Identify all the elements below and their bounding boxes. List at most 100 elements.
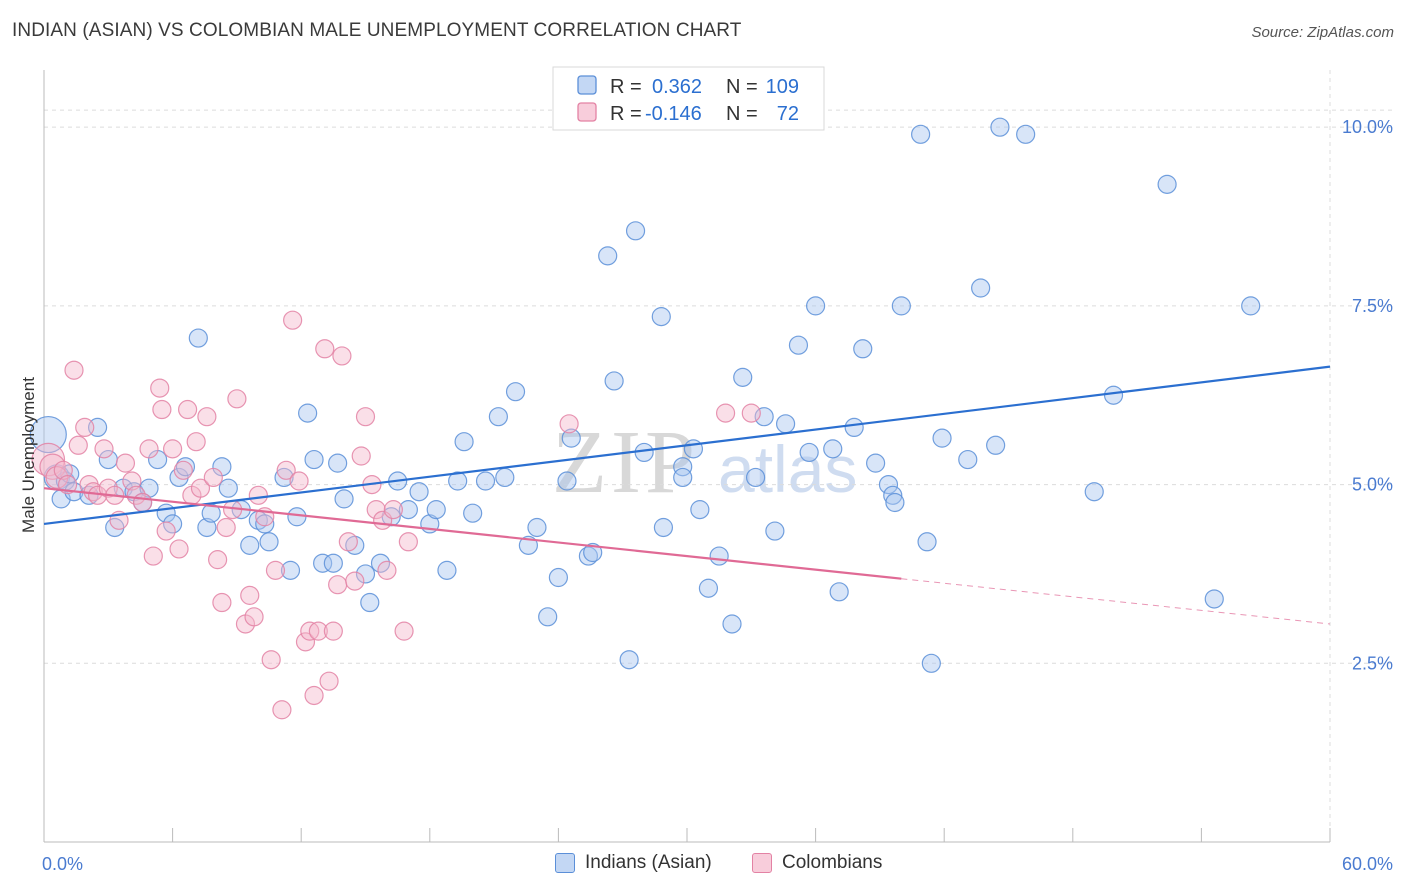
data-point: [319, 671, 339, 691]
trend-lines: [43, 365, 1331, 625]
data-point: [334, 489, 354, 509]
data-point: [619, 650, 639, 670]
legend-r-value-blue: 0.362: [652, 76, 702, 98]
legend-label-indians-asian: Indians (Asian): [585, 852, 712, 873]
legend-item-indians-asian: Indians (Asian): [555, 852, 712, 874]
axes: [43, 70, 1331, 843]
data-point: [475, 471, 496, 491]
data-point: [583, 542, 603, 563]
data-point: [527, 517, 547, 538]
data-point: [377, 560, 397, 580]
data-point: [328, 575, 348, 595]
data-point: [216, 517, 236, 538]
data-point: [921, 653, 941, 673]
data-point: [244, 607, 264, 627]
data-point: [625, 221, 646, 241]
data-point: [548, 567, 569, 588]
data-point: [561, 428, 581, 448]
data-point: [538, 607, 558, 627]
trend-line-indians-asian: [43, 365, 1331, 525]
trend-line-colombians-extension: [901, 578, 1331, 625]
data-point: [805, 296, 826, 316]
data-point: [765, 521, 785, 541]
data-point: [598, 246, 618, 266]
data-point: [338, 532, 358, 552]
data-point: [126, 485, 146, 505]
data-point: [634, 442, 654, 463]
data-point: [328, 453, 348, 473]
data-point: [355, 564, 376, 584]
data-point: [604, 371, 624, 391]
legend-swatch-blue: [577, 75, 597, 95]
data-point: [366, 500, 386, 520]
data-point: [911, 124, 931, 144]
data-point: [289, 471, 309, 491]
trend-line-colombians: [43, 487, 902, 580]
data-point: [673, 457, 693, 477]
data-point: [360, 592, 380, 613]
x-tick-label: 0.0%: [42, 854, 83, 874]
data-point: [1241, 296, 1261, 316]
data-point: [488, 407, 508, 427]
data-point: [313, 553, 333, 573]
data-point: [745, 467, 766, 488]
data-point: [203, 467, 223, 488]
data-point: [370, 553, 391, 573]
legend-n-value-pink: 72: [777, 103, 799, 125]
y-tick-label: 7.5%: [1352, 296, 1393, 316]
data-point: [733, 367, 753, 387]
data-point: [295, 632, 316, 652]
data-point: [276, 460, 296, 480]
data-point: [197, 407, 217, 427]
data-point: [448, 471, 468, 491]
data-point: [212, 592, 232, 613]
data-point: [1204, 589, 1224, 609]
y-tick-labels: 2.5% 5.0% 7.5% 10.0%: [1342, 117, 1393, 673]
y-tick-label: 2.5%: [1352, 653, 1393, 673]
data-point: [248, 485, 268, 505]
data-point: [64, 360, 84, 380]
legend-n-label-pink: N =: [726, 103, 758, 125]
legend-r-value-pink: -0.146: [645, 103, 702, 125]
data-point: [150, 378, 170, 398]
series-legend: Indians (Asian) Colombians: [0, 848, 1406, 882]
chart-source: Source: ZipAtlas.com: [1251, 24, 1394, 41]
y-tick-label: 5.0%: [1352, 475, 1393, 495]
data-point: [844, 417, 864, 438]
data-point: [152, 399, 172, 420]
data-point: [932, 428, 952, 448]
data-point: [698, 578, 719, 598]
data-point: [156, 521, 176, 541]
data-point: [261, 650, 281, 670]
x-tick-labels: 0.0% 60.0%: [42, 854, 1393, 874]
data-point: [298, 403, 318, 423]
data-point: [94, 439, 114, 459]
data-point: [139, 439, 159, 459]
data-point: [788, 335, 809, 355]
data-point: [454, 432, 474, 452]
data-point: [1157, 174, 1177, 194]
data-point: [132, 492, 153, 513]
data-point: [1084, 482, 1104, 502]
data-point: [240, 585, 260, 605]
series-indians-asian: [29, 117, 1261, 673]
data-point: [173, 460, 193, 480]
legend-swatch-indians-asian: [555, 853, 575, 873]
data-point: [917, 532, 937, 552]
series-colombians: [31, 310, 761, 720]
legend-r-label-pink: R =: [610, 103, 642, 125]
data-point: [986, 435, 1006, 455]
data-point: [394, 621, 414, 641]
correlation-legend: R = 0.362 N = 109 R = -0.146 N = 72: [552, 66, 825, 131]
data-point: [878, 474, 899, 495]
data-point: [722, 614, 742, 634]
data-point: [190, 478, 211, 498]
legend-swatch-colombians: [752, 853, 772, 873]
data-point: [287, 507, 307, 527]
data-point: [240, 535, 260, 555]
data-point: [259, 532, 279, 552]
data-point: [218, 478, 238, 498]
chart-title: INDIAN (ASIAN) VS COLOMBIAN MALE UNEMPLO…: [12, 20, 742, 41]
data-point: [426, 500, 446, 520]
